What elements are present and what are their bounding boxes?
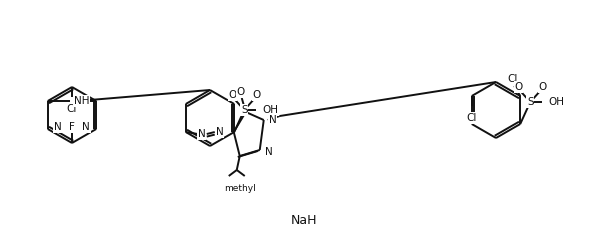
Text: N: N [216, 127, 224, 137]
Text: OH: OH [548, 97, 565, 107]
Text: NaH: NaH [290, 214, 317, 226]
Text: NH: NH [74, 96, 90, 106]
Text: S: S [241, 105, 248, 115]
Text: O: O [252, 90, 261, 100]
Text: N: N [265, 147, 272, 157]
Text: O: O [237, 87, 245, 97]
Text: S: S [527, 97, 533, 107]
Text: methyl: methyl [224, 184, 256, 193]
Text: O: O [514, 82, 523, 92]
Text: Cl: Cl [466, 113, 477, 123]
Text: Cl: Cl [67, 104, 77, 114]
Text: N: N [198, 129, 206, 139]
Text: N: N [54, 122, 62, 132]
Text: O: O [538, 82, 546, 92]
Text: Cl: Cl [507, 74, 518, 84]
Text: OH: OH [262, 105, 278, 115]
Text: F: F [69, 122, 75, 132]
Text: F: F [74, 96, 80, 106]
Text: N: N [82, 122, 90, 132]
Text: N: N [269, 115, 276, 125]
Text: O: O [228, 90, 236, 100]
